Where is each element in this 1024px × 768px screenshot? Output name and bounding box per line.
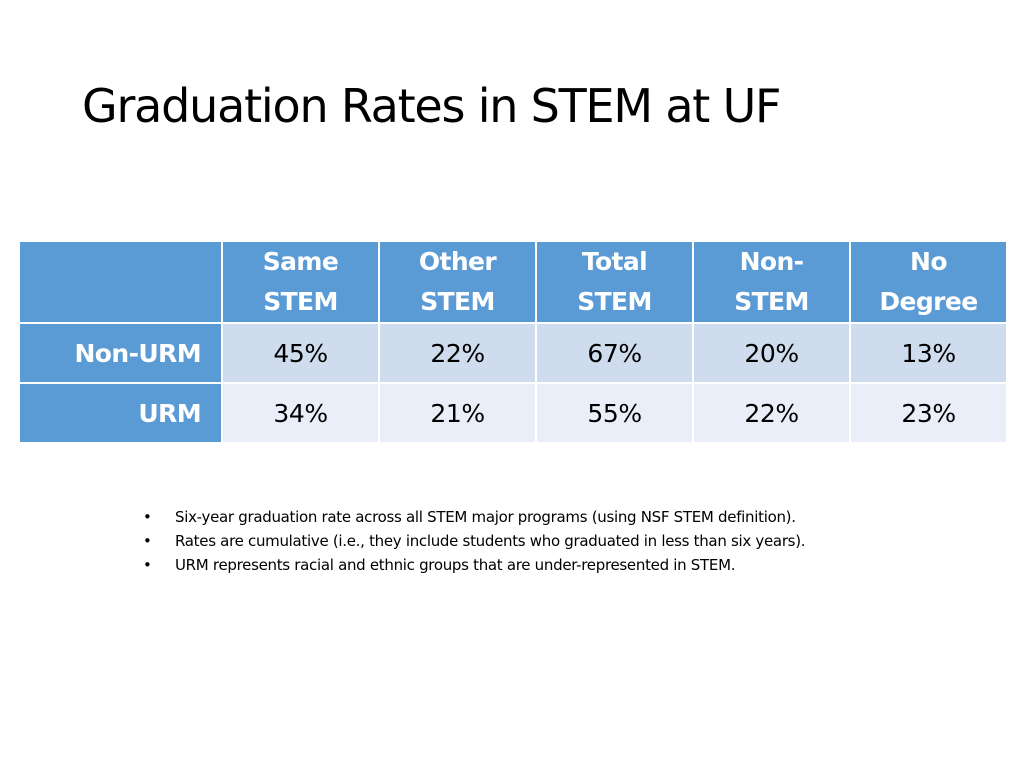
column-header-line: Total [581, 247, 648, 276]
table-row-urm: URM 34% 21% 55% 22% 23% [18, 382, 1008, 444]
row-label-non-urm: Non-URM [18, 322, 223, 384]
table-cell: 22% [378, 322, 537, 384]
table-cell: 23% [849, 382, 1008, 444]
note-text: Rates are cumulative (i.e., they include… [175, 532, 806, 550]
column-header-non-stem: Non- STEM [692, 240, 851, 324]
column-header-line: Same [262, 247, 339, 276]
table-cell: 22% [692, 382, 851, 444]
table-cell: 67% [535, 322, 694, 384]
column-header-no-degree: No Degree [849, 240, 1008, 324]
column-header-line: STEM [263, 287, 338, 316]
note-text: Six-year graduation rate across all STEM… [175, 508, 796, 526]
table-corner-cell [18, 240, 223, 324]
notes-list: • Six-year graduation rate across all ST… [140, 505, 1000, 577]
column-header-line: STEM [420, 287, 495, 316]
list-item: • Rates are cumulative (i.e., they inclu… [140, 529, 1000, 553]
row-label-urm: URM [18, 382, 223, 444]
table-cell: 13% [849, 322, 1008, 384]
bullet-icon: • [143, 556, 152, 574]
table-row-non-urm: Non-URM 45% 22% 67% 20% 13% [18, 322, 1008, 384]
column-header-total-stem: Total STEM [535, 240, 694, 324]
column-header-line: STEM [577, 287, 652, 316]
bullet-icon: • [143, 508, 152, 526]
table-cell: 45% [221, 322, 380, 384]
table-header-row: Same STEM Other STEM Total STEM Non- STE… [18, 240, 1008, 324]
slide-title: Graduation Rates in STEM at UF [82, 79, 781, 133]
column-header-line: Non- [739, 247, 804, 276]
list-item: • URM represents racial and ethnic group… [140, 553, 1000, 577]
column-header-line: Degree [879, 287, 978, 316]
graduation-rates-table: Same STEM Other STEM Total STEM Non- STE… [18, 240, 1008, 444]
table-cell: 21% [378, 382, 537, 444]
column-header-line: STEM [734, 287, 809, 316]
column-header-same-stem: Same STEM [221, 240, 380, 324]
bullet-icon: • [143, 532, 152, 550]
column-header-other-stem: Other STEM [378, 240, 537, 324]
table-cell: 20% [692, 322, 851, 384]
list-item: • Six-year graduation rate across all ST… [140, 505, 1000, 529]
column-header-line: Other [418, 247, 497, 276]
table-cell: 34% [221, 382, 380, 444]
column-header-line: No [910, 247, 948, 276]
note-text: URM represents racial and ethnic groups … [175, 556, 736, 574]
table-cell: 55% [535, 382, 694, 444]
